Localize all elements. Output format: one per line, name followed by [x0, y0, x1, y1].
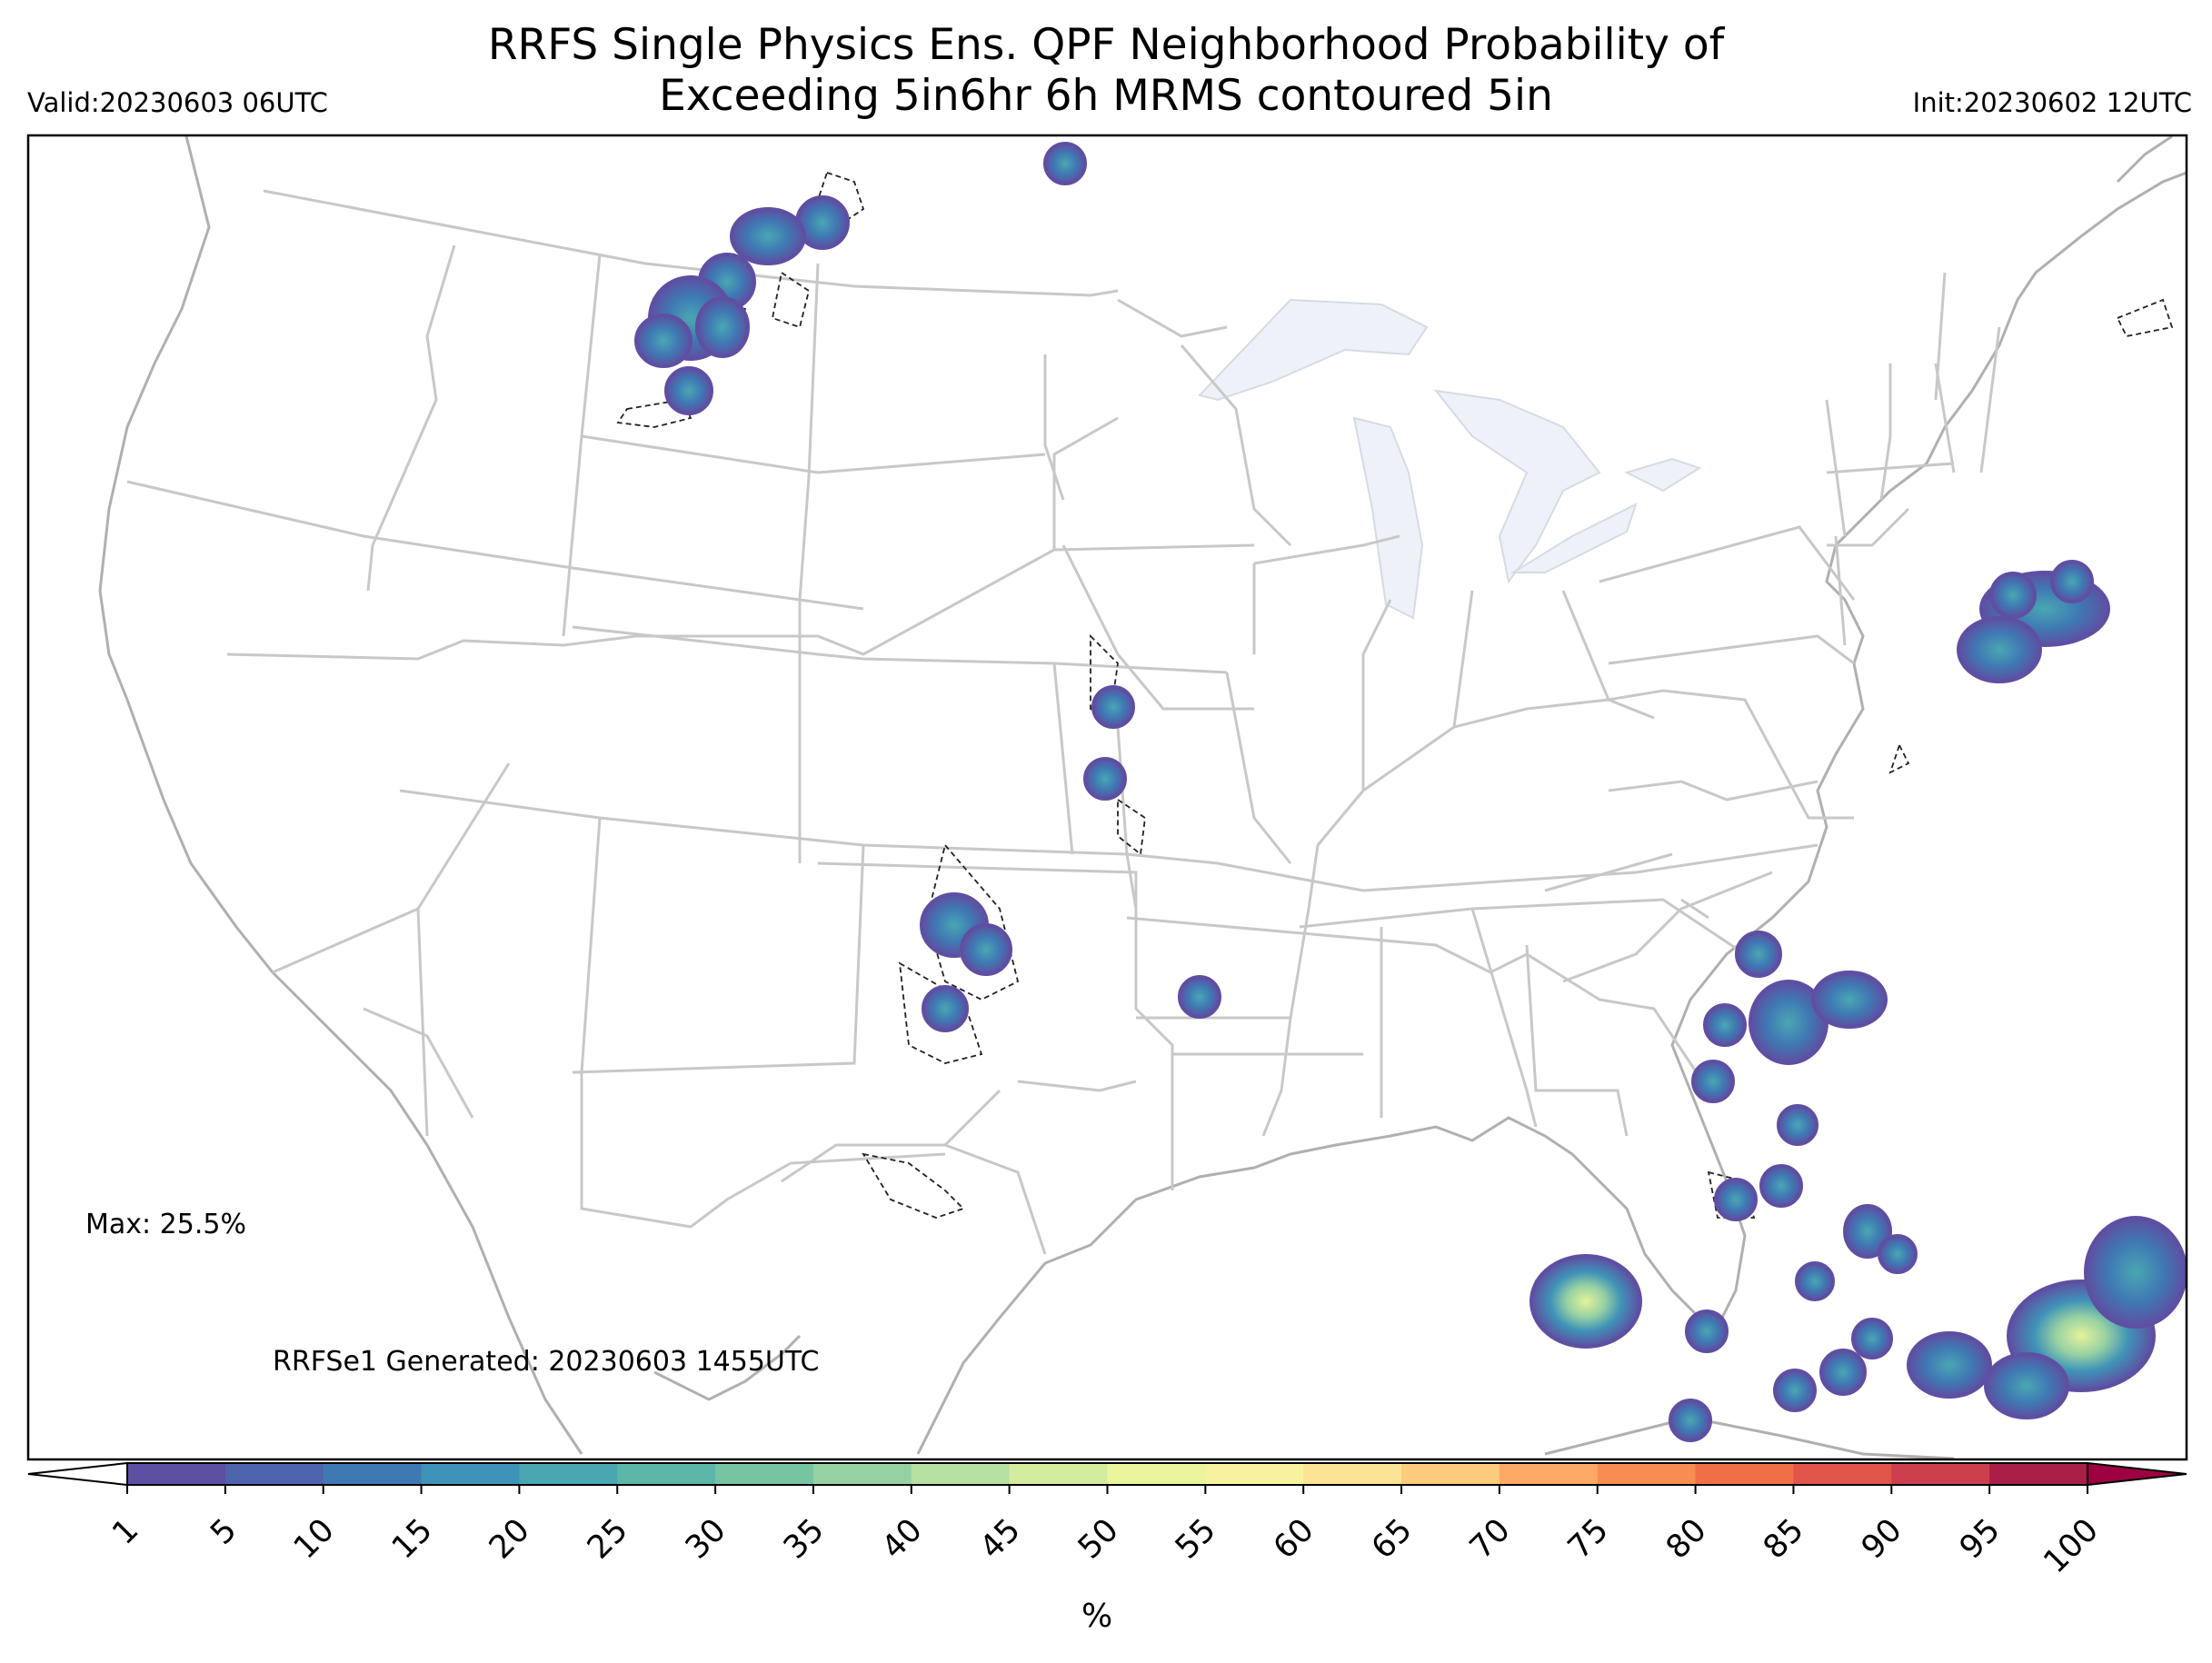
colorbar-unit-label: % — [1081, 1598, 1113, 1635]
great-lakes — [1198, 298, 1702, 620]
valid-time: Valid:20230603 06UTC — [27, 87, 328, 118]
colorbar-segments — [127, 1463, 2088, 1485]
colorbar-segment — [1499, 1463, 1599, 1485]
colorbar-segment — [617, 1463, 716, 1485]
colorbar-segment — [1891, 1463, 1990, 1485]
map-frame — [26, 134, 2188, 1461]
colorbar-segment — [715, 1463, 814, 1485]
colorbar-under-extension — [27, 1461, 128, 1487]
coastline — [98, 135, 2187, 1459]
colorbar-segment — [1989, 1463, 2088, 1485]
map-title: RRFS Single Physics Ens. QPF Neighborhoo… — [0, 20, 2212, 122]
colorbar-segment — [1695, 1463, 1794, 1485]
colorbar-ticks — [126, 1485, 2088, 1494]
colorbar-segment — [1009, 1463, 1108, 1485]
colorbar-segment — [421, 1463, 520, 1485]
generated-label: RRFSe1 Generated: 20230603 1455UTC — [273, 1346, 820, 1378]
probability-blobs — [634, 142, 2187, 1442]
colorbar-segment — [812, 1463, 912, 1485]
colorbar-segment — [1401, 1463, 1500, 1485]
colorbar-segment — [1793, 1463, 1892, 1485]
colorbar-segment — [1303, 1463, 1402, 1485]
colorbar-segment — [1205, 1463, 1304, 1485]
colorbar-segment — [1597, 1463, 1697, 1485]
colorbar-segment — [1107, 1463, 1206, 1485]
state-borders — [126, 189, 2001, 1255]
max-value-label: Max: 25.5% — [85, 1209, 246, 1240]
colorbar-over-extension — [2087, 1461, 2187, 1487]
colorbar-segment — [911, 1463, 1011, 1485]
colorbar-segment — [224, 1463, 324, 1485]
colorbar-segment — [127, 1463, 226, 1485]
title-line-1: RRFS Single Physics Ens. QPF Neighborhoo… — [487, 20, 1725, 70]
colorbar-segment — [519, 1463, 618, 1485]
title-line-2: Exceeding 5in6hr 6h MRMS contoured 5in — [659, 71, 1553, 121]
init-time: Init:20230602 12UTC — [1912, 87, 2192, 118]
colorbar-segment — [323, 1463, 423, 1485]
